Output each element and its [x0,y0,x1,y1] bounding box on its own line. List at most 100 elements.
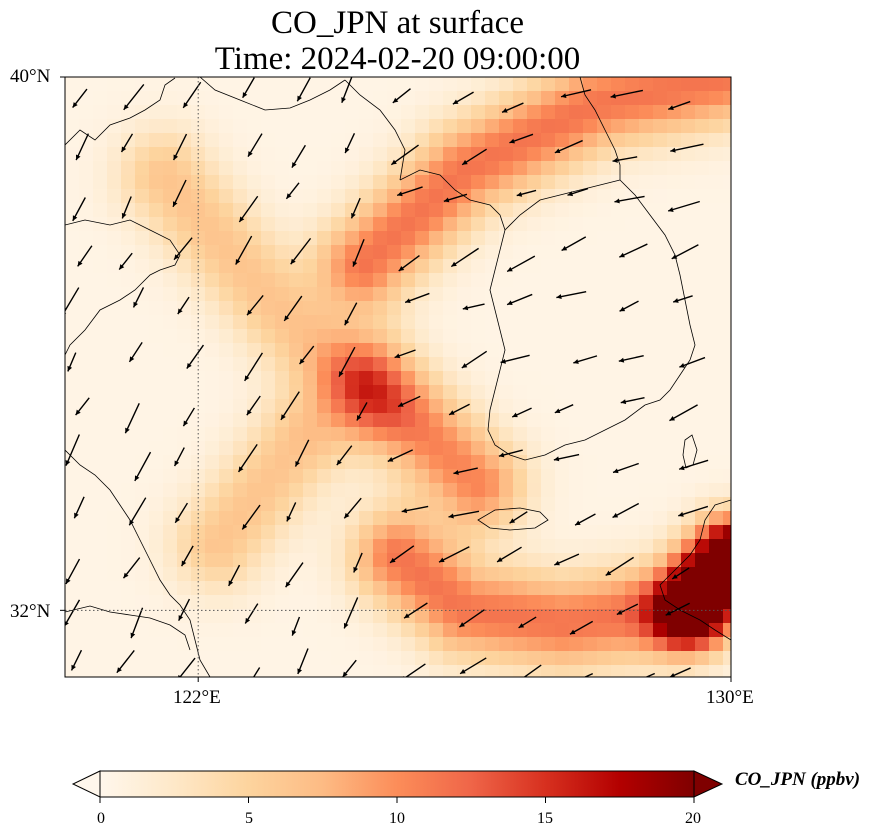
field-cell [205,91,220,106]
field-cell [149,119,164,134]
field-cell [331,357,346,372]
field-cell [597,623,612,638]
field-cell [709,651,724,666]
co-concentration-field [65,77,731,677]
field-cell [625,259,640,274]
field-cell [373,399,388,414]
field-cell [205,623,220,638]
field-cell [429,385,444,400]
field-cell [359,623,374,638]
field-cell [527,147,542,162]
field-cell [247,329,262,344]
field-cell [205,525,220,540]
field-cell [359,315,374,330]
field-cell [261,273,276,288]
field-cell [275,217,290,232]
field-cell [303,553,318,568]
field-cell [457,315,472,330]
field-cell [191,189,206,204]
field-cell [135,245,150,260]
field-cell [723,287,731,302]
field-cell [667,371,682,386]
field-cell [681,175,696,190]
field-cell [569,469,584,484]
field-cell [723,469,731,484]
field-cell [695,441,710,456]
field-cell [429,441,444,456]
field-cell [303,371,318,386]
field-cell [569,161,584,176]
field-cell [611,91,626,106]
field-cell [331,287,346,302]
field-cell [289,119,304,134]
field-cell [527,455,542,470]
field-cell [499,399,514,414]
field-cell [681,189,696,204]
field-cell [667,315,682,330]
field-cell [555,91,570,106]
field-cell [373,301,388,316]
wind-arrow [389,545,415,564]
field-cell [583,133,598,148]
wind-arrow [241,504,261,530]
wind-arrow [341,77,353,104]
field-cell [527,343,542,358]
field-cell [429,161,444,176]
field-cell [387,161,402,176]
field-cell [513,455,528,470]
field-cell [65,623,80,638]
field-cell [177,133,192,148]
field-cell [149,273,164,288]
field-cell [303,161,318,176]
field-cell [359,119,374,134]
field-cell [149,553,164,568]
field-cell [373,413,388,428]
field-cell [401,161,416,176]
field-cell [205,231,220,246]
field-cell [625,371,640,386]
field-cell [163,553,178,568]
field-cell [527,357,542,372]
wind-arrow [285,182,300,200]
field-cell [667,469,682,484]
field-cell [247,77,262,92]
field-cell [583,553,598,568]
field-cell [107,497,122,512]
field-cell [121,553,136,568]
field-cell [219,385,234,400]
field-cell [107,175,122,190]
field-cell [149,217,164,232]
field-cell [345,77,360,92]
field-cell [359,637,374,652]
field-cell [177,651,192,666]
field-cell [569,581,584,596]
field-cell [625,175,640,190]
field-cell [667,133,682,148]
field-cell [65,231,80,246]
field-cell [303,133,318,148]
field-cell [681,329,696,344]
field-cell [625,385,640,400]
field-cell [429,623,444,638]
field-cell [247,371,262,386]
field-cell [387,525,402,540]
field-cell [429,553,444,568]
field-cell [513,91,528,106]
field-cell [429,357,444,372]
field-cell [541,105,556,120]
field-cell [135,455,150,470]
field-cell [681,301,696,316]
wind-arrow [252,667,261,677]
field-cell [709,343,724,358]
field-cell [625,651,640,666]
field-cell [121,469,136,484]
field-cell [149,609,164,624]
field-cell [569,595,584,610]
field-cell [527,203,542,218]
field-cell [569,483,584,498]
field-cell [345,525,360,540]
field-cell [653,399,668,414]
field-cell [79,469,94,484]
field-cell [205,343,220,358]
field-cell [401,301,416,316]
